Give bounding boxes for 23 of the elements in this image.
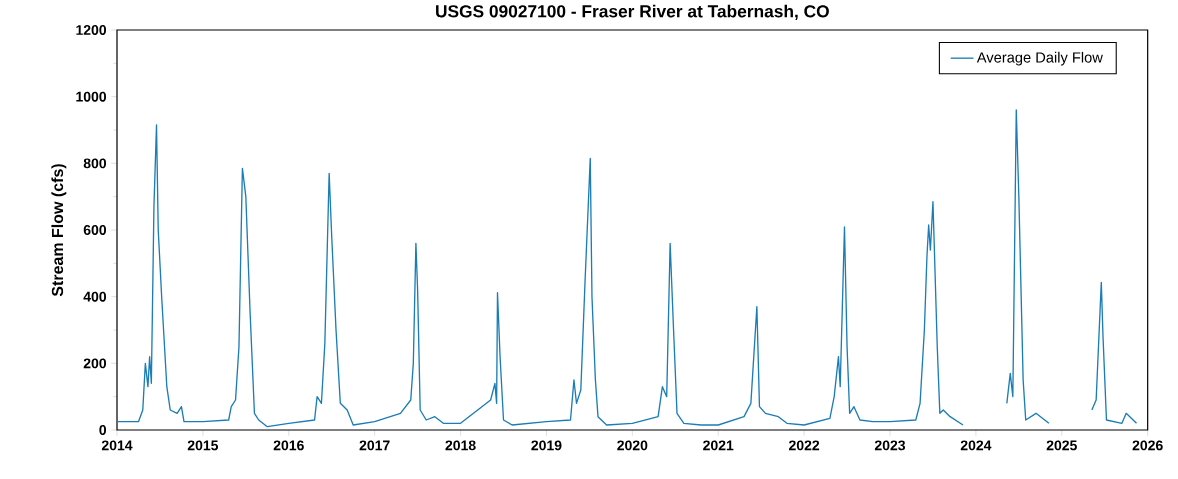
x-tick-label: 2025 — [1046, 440, 1077, 451]
x-tick-label: 2018 — [445, 440, 476, 451]
chart-title: USGS 09027100 - Fraser River at Tabernash, CO — [436, 4, 829, 20]
x-tick-label: 2017 — [359, 440, 390, 451]
x-tick-label: 2016 — [273, 440, 304, 451]
legend-label: Average Daily Flow — [976, 51, 1103, 66]
y-tick-label: 600 — [83, 225, 107, 235]
y-tick-label: 1000 — [76, 91, 107, 102]
y-axis-title: Stream Flow (cfs) — [51, 164, 67, 297]
x-tick-label: 2021 — [703, 440, 734, 451]
x-tick-label: 2015 — [187, 440, 219, 451]
y-tick-label: 0 — [99, 425, 107, 435]
y-tick-label: 800 — [83, 158, 107, 169]
x-tick-label: 2026 — [1132, 440, 1163, 451]
x-tick-label: 2019 — [531, 440, 562, 451]
x-tick-label: 2023 — [874, 440, 906, 451]
x-tick-label: 2022 — [789, 440, 820, 451]
y-tick-label: 200 — [83, 358, 107, 369]
y-tick-label: 400 — [83, 291, 107, 302]
x-tick-label: 2020 — [617, 440, 648, 451]
x-tick-label: 2014 — [101, 440, 133, 451]
y-tick-label: 1200 — [76, 25, 107, 35]
x-tick-label: 2024 — [960, 440, 992, 451]
